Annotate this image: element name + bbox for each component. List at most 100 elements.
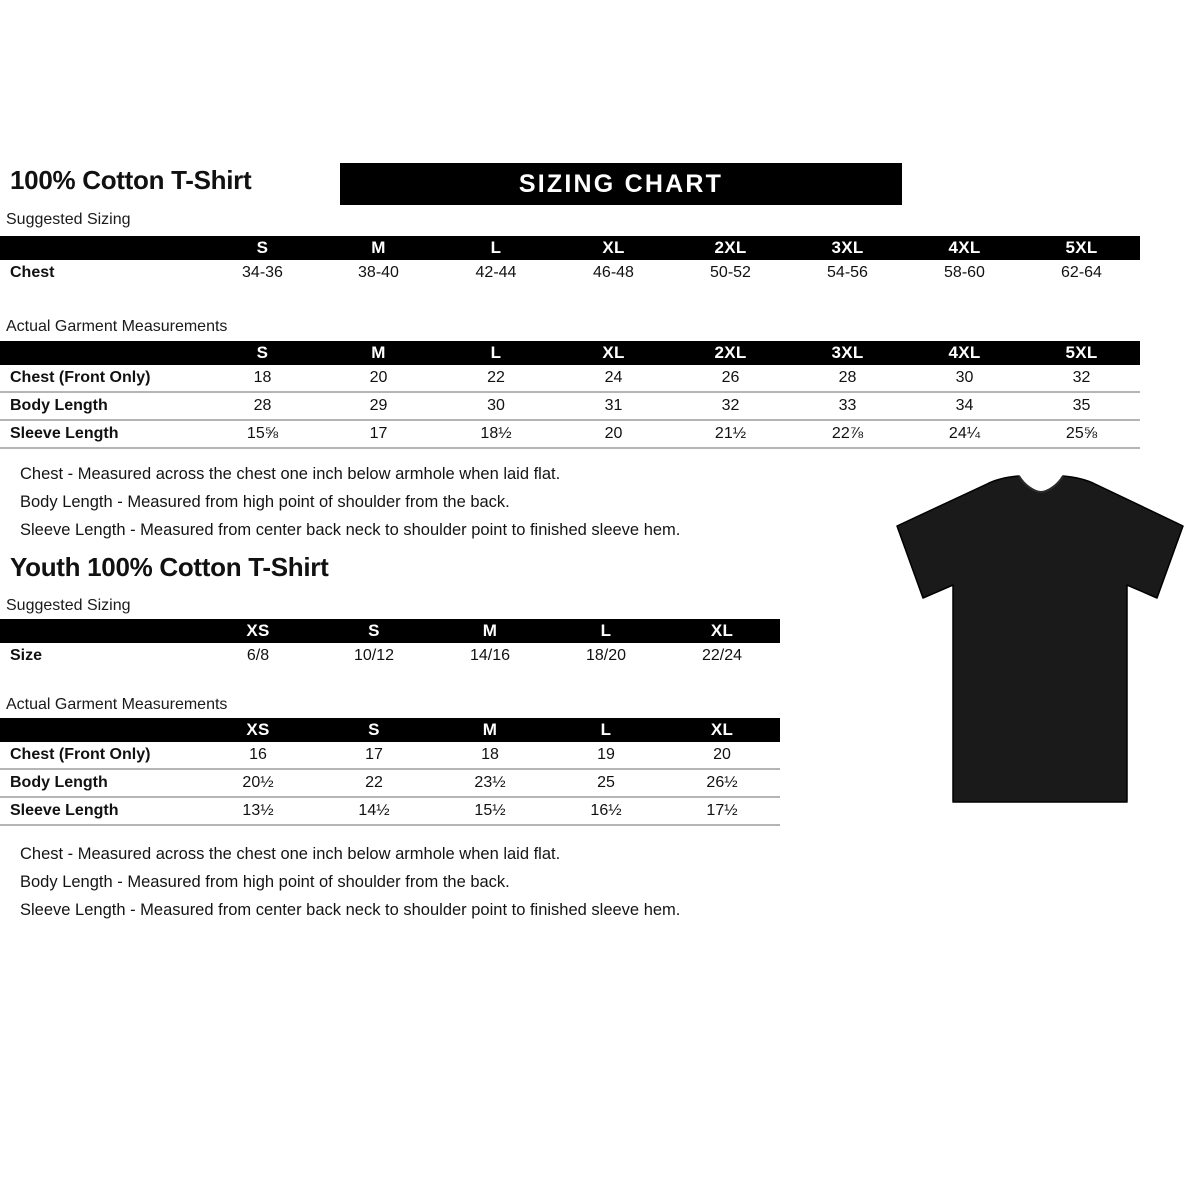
- adult-section-title: 100% Cotton T-Shirt: [10, 165, 252, 195]
- tshirt-collar: [1018, 475, 1064, 494]
- table-row: Chest (Front Only) 18 20 22 24 26 28 30 …: [0, 365, 1140, 392]
- cell: 28: [789, 365, 906, 392]
- cell: 22: [316, 768, 432, 797]
- adult-actual-measurements-table: S M L XL 2XL 3XL 4XL 5XL Chest (Front On…: [0, 341, 1140, 449]
- cell: 35: [1023, 391, 1140, 420]
- sizing-chart-banner-label: SIZING CHART: [518, 170, 724, 198]
- table-row: Body Length 28 29 30 31 32 33 34 35: [0, 391, 1140, 420]
- cell: 24: [555, 365, 672, 392]
- youth-section-title: Youth 100% Cotton T-Shirt: [10, 552, 329, 582]
- cell: 19: [548, 742, 664, 769]
- table-row: Sleeve Length 13½ 14½ 15½ 16½ 17½: [0, 796, 780, 826]
- cell: 34-36: [205, 260, 320, 286]
- cell: 17½: [664, 796, 780, 826]
- col-header-0: [0, 619, 200, 643]
- cell: 18/20: [548, 643, 664, 669]
- col-header-xs: XS: [200, 619, 316, 643]
- youth-actual-measurements-caption: Actual Garment Measurements: [6, 696, 228, 713]
- col-header-l: L: [548, 718, 664, 742]
- adult-suggested-sizing-caption: Suggested Sizing: [6, 211, 131, 228]
- cell: 58-60: [906, 260, 1023, 286]
- col-header-l: L: [437, 341, 555, 365]
- cell: 31: [555, 391, 672, 420]
- cell: 14½: [316, 796, 432, 826]
- cell: 32: [672, 391, 789, 420]
- cell: 32: [1023, 365, 1140, 392]
- col-header-3xl: 3XL: [789, 236, 906, 260]
- cell: 16: [200, 742, 316, 769]
- cell: 24¼: [906, 419, 1023, 449]
- cell: 46-48: [555, 260, 672, 286]
- col-header-m: M: [320, 341, 437, 365]
- table-row: Body Length 20½ 22 23½ 25 26½: [0, 768, 780, 797]
- cell: 54-56: [789, 260, 906, 286]
- col-header-l: L: [548, 619, 664, 643]
- col-header-2xl: 2XL: [672, 236, 789, 260]
- note-sleeve-length: Sleeve Length - Measured from center bac…: [20, 521, 681, 539]
- col-header-s: S: [316, 718, 432, 742]
- note-sleeve-length: Sleeve Length - Measured from center bac…: [20, 901, 681, 919]
- cell: 13½: [200, 796, 316, 826]
- cell: 38-40: [320, 260, 437, 286]
- cell: 25⅝: [1023, 419, 1140, 449]
- cell: 50-52: [672, 260, 789, 286]
- cell: 14/16: [432, 643, 548, 669]
- cell: 28: [205, 391, 320, 420]
- cell: 16½: [548, 796, 664, 826]
- row-label: Chest (Front Only): [0, 742, 200, 769]
- note-body-length: Body Length - Measured from high point o…: [20, 493, 510, 511]
- adult-actual-measurements-caption: Actual Garment Measurements: [6, 318, 228, 335]
- col-header-xl: XL: [664, 718, 780, 742]
- cell: 42-44: [437, 260, 555, 286]
- note-chest: Chest - Measured across the chest one in…: [20, 845, 561, 863]
- row-label: Chest (Front Only): [0, 365, 205, 392]
- col-header-0: [0, 341, 205, 365]
- cell: 30: [437, 391, 555, 420]
- cell: 23½: [432, 768, 548, 797]
- cell: 33: [789, 391, 906, 420]
- cell: 10/12: [316, 643, 432, 669]
- cell: 30: [906, 365, 1023, 392]
- col-header-xl: XL: [555, 341, 672, 365]
- table-header-row: S M L XL 2XL 3XL 4XL 5XL: [0, 341, 1140, 365]
- cell: 20½: [200, 768, 316, 797]
- row-label: Sleeve Length: [0, 796, 200, 826]
- youth-suggested-sizing-caption: Suggested Sizing: [6, 597, 131, 614]
- black-tshirt-illustration: [896, 475, 1184, 803]
- youth-measurement-notes: Chest - Measured across the chest one in…: [20, 840, 680, 924]
- row-label: Sleeve Length: [0, 419, 205, 449]
- cell: 22: [437, 365, 555, 392]
- cell: 20: [555, 419, 672, 449]
- cell: 18: [432, 742, 548, 769]
- cell: 22⅞: [789, 419, 906, 449]
- col-header-2xl: 2XL: [672, 341, 789, 365]
- cell: 17: [316, 742, 432, 769]
- sizing-chart-banner: SIZING CHART: [340, 163, 902, 205]
- cell: 26: [672, 365, 789, 392]
- col-header-4xl: 4XL: [906, 341, 1023, 365]
- col-header-m: M: [432, 718, 548, 742]
- cell: 20: [664, 742, 780, 769]
- col-header-5xl: 5XL: [1023, 341, 1140, 365]
- col-header-3xl: 3XL: [789, 341, 906, 365]
- col-header-m: M: [432, 619, 548, 643]
- cell: 29: [320, 391, 437, 420]
- cell: 26½: [664, 768, 780, 797]
- cell: 15⅝: [205, 419, 320, 449]
- cell: 17: [320, 419, 437, 449]
- col-header-s: S: [316, 619, 432, 643]
- col-header-0: [0, 718, 200, 742]
- col-header-xl: XL: [555, 236, 672, 260]
- cell: 22/24: [664, 643, 780, 669]
- cell: 20: [320, 365, 437, 392]
- cell: 25: [548, 768, 664, 797]
- note-body-length: Body Length - Measured from high point o…: [20, 873, 510, 891]
- col-header-xl: XL: [664, 619, 780, 643]
- row-label: Chest: [0, 260, 205, 286]
- cell: 18: [205, 365, 320, 392]
- cell: 21½: [672, 419, 789, 449]
- row-label: Size: [0, 643, 200, 669]
- cell: 15½: [432, 796, 548, 826]
- cell: 6/8: [200, 643, 316, 669]
